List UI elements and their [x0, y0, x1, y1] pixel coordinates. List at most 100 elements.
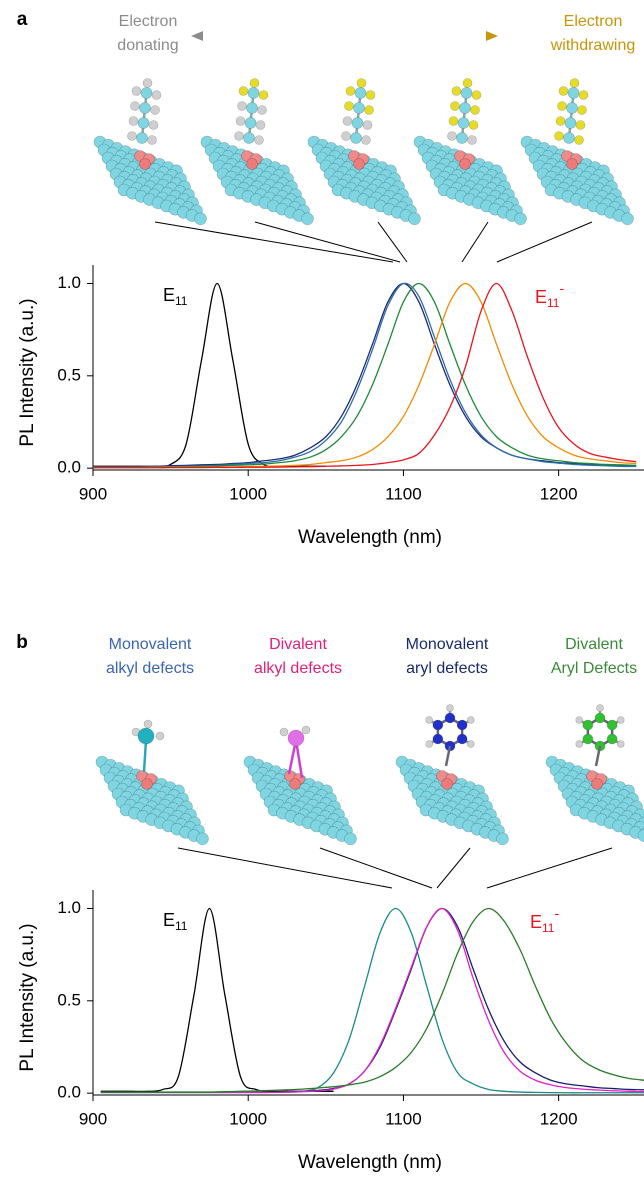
atom: [457, 117, 470, 129]
spectrum-line: [100, 907, 644, 1093]
arrow-head: [486, 31, 498, 41]
atom: [594, 712, 606, 724]
atom: [444, 712, 456, 724]
atom: [621, 212, 634, 226]
atom: [563, 132, 575, 144]
atom: [246, 102, 258, 114]
y-tick-label: 0.5: [57, 990, 81, 1009]
atom: [566, 158, 578, 170]
peak-label-subscript: 11: [547, 296, 560, 310]
peak-label-main: E: [163, 285, 175, 305]
y-axis-title: PL Intensity (a.u.): [17, 923, 38, 1071]
atom: [456, 132, 468, 144]
atom: [341, 131, 351, 141]
spectrum-line: [100, 907, 644, 1094]
spectrum-line: [100, 907, 334, 1093]
atom: [353, 158, 365, 170]
atom: [591, 778, 603, 790]
atom: [496, 832, 509, 846]
atom: [574, 135, 584, 145]
atom: [468, 120, 479, 130]
atom: [596, 704, 604, 712]
atom: [578, 90, 589, 100]
atom: [432, 719, 444, 731]
atom: [354, 87, 367, 99]
atom: [255, 120, 266, 130]
y-tick-label: 1.0: [57, 273, 81, 292]
atom: [558, 86, 569, 96]
atom: [467, 135, 477, 145]
atom: [344, 832, 357, 846]
peak-label: E11-: [535, 280, 564, 310]
atom: [139, 158, 151, 170]
atom: [451, 86, 462, 96]
atom: [566, 102, 578, 114]
atom: [361, 135, 371, 145]
defect-header: alkyl defects: [254, 660, 342, 677]
x-tick-label: 1100: [385, 1109, 422, 1128]
spectrum-line: [93, 282, 637, 468]
atom: [575, 740, 584, 748]
atom: [350, 132, 362, 144]
peak-label: E11-: [530, 905, 559, 935]
atom: [408, 212, 421, 226]
atom: [301, 212, 314, 226]
peak-label-subscript: 11: [175, 919, 188, 933]
atom: [128, 116, 139, 126]
spectrum-line: [93, 282, 637, 468]
atom: [257, 105, 267, 115]
connector: [377, 221, 408, 263]
atom: [194, 212, 207, 226]
atom: [137, 117, 150, 129]
atom: [557, 101, 567, 111]
peak-label-main: E: [535, 287, 547, 307]
atom: [365, 90, 376, 100]
defect-header: aryl defects: [406, 660, 488, 677]
atom: [447, 131, 457, 141]
connector: [154, 221, 394, 263]
atom: [247, 87, 260, 99]
peak-label: E11: [163, 910, 188, 933]
atom: [577, 105, 587, 115]
defect-header: Monovalent: [406, 636, 489, 653]
atom: [287, 729, 305, 747]
atom: [425, 740, 434, 748]
bond: [294, 739, 304, 779]
y-tick-label: 0.5: [57, 365, 81, 384]
atom: [351, 117, 364, 129]
connector: [461, 221, 489, 263]
defect-header: alkyl defects: [106, 660, 194, 677]
atom: [459, 102, 471, 114]
y-tick-label: 0.0: [57, 1083, 81, 1102]
atom: [258, 90, 269, 100]
atom: [238, 86, 249, 96]
atom: [446, 704, 454, 712]
bond: [142, 739, 148, 773]
atom: [606, 719, 618, 731]
bond: [594, 745, 602, 767]
atom: [637, 829, 644, 842]
atom: [448, 116, 459, 126]
x-axis-title: Wavelength (nm): [298, 527, 442, 548]
atom: [459, 158, 471, 170]
x-tick-label: 1200: [540, 1109, 578, 1128]
atom: [342, 116, 353, 126]
spectrum-line: [100, 907, 644, 1093]
atom: [254, 135, 264, 145]
connector: [177, 847, 393, 889]
atom: [243, 132, 255, 144]
atom: [362, 120, 373, 130]
spectrum-line: [93, 282, 637, 469]
atom: [353, 102, 365, 114]
atom: [554, 131, 564, 141]
atom: [616, 740, 625, 748]
atom: [425, 716, 434, 724]
atom: [301, 725, 311, 735]
atom: [582, 719, 594, 731]
defect-header: donating: [117, 37, 178, 54]
y-tick-label: 0.0: [57, 458, 81, 477]
defect-header: Electron: [564, 13, 623, 30]
connector: [254, 221, 401, 263]
atom: [582, 733, 594, 745]
spectrum-line: [92, 282, 326, 468]
